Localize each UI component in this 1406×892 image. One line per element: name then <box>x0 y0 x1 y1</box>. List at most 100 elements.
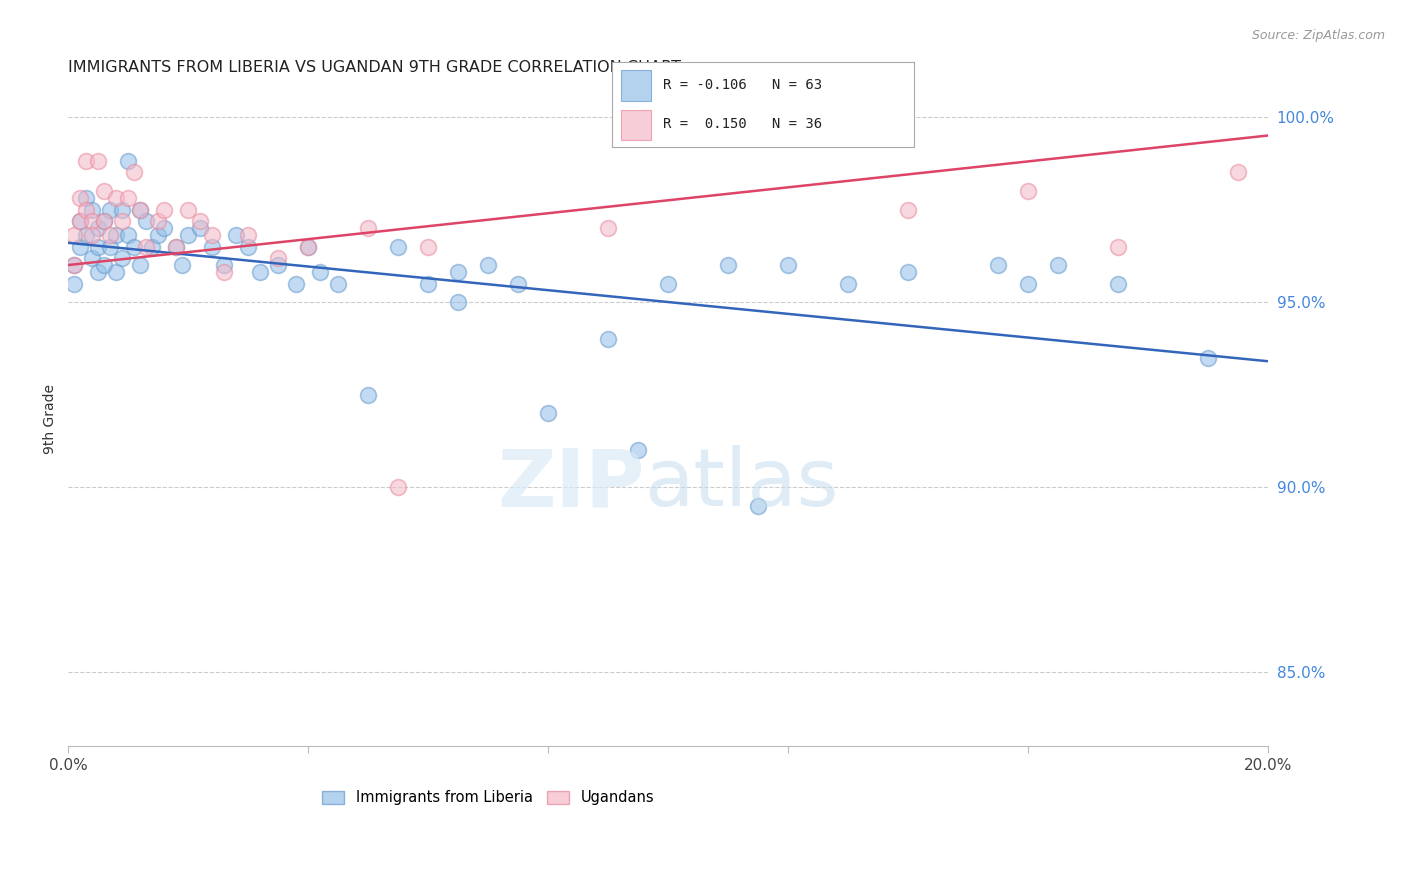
Point <box>111 213 134 227</box>
Point <box>111 251 134 265</box>
Text: atlas: atlas <box>644 445 839 524</box>
Point <box>135 213 157 227</box>
Point <box>357 387 380 401</box>
Text: Source: ZipAtlas.com: Source: ZipAtlas.com <box>1251 29 1385 42</box>
Point <box>75 228 97 243</box>
Point <box>897 265 920 279</box>
Point <box>98 228 121 243</box>
Point <box>141 239 163 253</box>
Point <box>87 239 110 253</box>
Point <box>212 265 235 279</box>
Point <box>598 221 620 235</box>
Point <box>148 213 170 227</box>
Point <box>129 258 152 272</box>
Point <box>1047 258 1070 272</box>
Point <box>1197 351 1219 365</box>
Point <box>122 239 145 253</box>
Point <box>309 265 332 279</box>
Point <box>75 202 97 217</box>
Point <box>165 239 187 253</box>
Point <box>987 258 1010 272</box>
Point <box>201 239 224 253</box>
Text: ZIP: ZIP <box>498 445 644 524</box>
Point <box>135 239 157 253</box>
Point <box>249 265 271 279</box>
Point <box>63 258 86 272</box>
Point <box>63 277 86 291</box>
Point <box>328 277 350 291</box>
Point <box>177 228 200 243</box>
Point <box>357 221 380 235</box>
Point <box>418 239 440 253</box>
Point <box>201 228 224 243</box>
Bar <box>620 110 651 140</box>
Point <box>75 191 97 205</box>
Point <box>188 213 211 227</box>
Point <box>212 258 235 272</box>
Point <box>93 213 115 227</box>
Point <box>598 332 620 346</box>
Point <box>297 239 319 253</box>
Text: R = -0.106   N = 63: R = -0.106 N = 63 <box>664 78 823 92</box>
Point <box>387 480 409 494</box>
Point <box>82 213 104 227</box>
Point <box>87 221 110 235</box>
Point <box>105 228 128 243</box>
Point <box>1017 184 1039 198</box>
Point <box>87 265 110 279</box>
Point <box>93 213 115 227</box>
Point <box>177 202 200 217</box>
Point <box>447 265 470 279</box>
Point <box>897 202 920 217</box>
Point <box>285 277 308 291</box>
Point <box>188 221 211 235</box>
Point <box>148 228 170 243</box>
Point <box>93 258 115 272</box>
Point <box>75 154 97 169</box>
Point <box>267 258 290 272</box>
Point <box>87 154 110 169</box>
Bar <box>620 70 651 101</box>
Point <box>153 221 176 235</box>
Point <box>82 202 104 217</box>
Point <box>129 202 152 217</box>
Point <box>93 184 115 198</box>
Point <box>537 406 560 420</box>
Point <box>105 191 128 205</box>
Text: R =  0.150   N = 36: R = 0.150 N = 36 <box>664 118 823 131</box>
Point <box>418 277 440 291</box>
Point <box>1227 165 1250 179</box>
Point <box>153 202 176 217</box>
Point <box>117 154 139 169</box>
Point <box>105 265 128 279</box>
Text: IMMIGRANTS FROM LIBERIA VS UGANDAN 9TH GRADE CORRELATION CHART: IMMIGRANTS FROM LIBERIA VS UGANDAN 9TH G… <box>69 60 682 75</box>
Point <box>225 228 247 243</box>
Point <box>297 239 319 253</box>
Point <box>82 251 104 265</box>
Point <box>837 277 859 291</box>
Point <box>98 239 121 253</box>
Point <box>98 202 121 217</box>
Point <box>122 165 145 179</box>
Point <box>387 239 409 253</box>
Point <box>63 228 86 243</box>
Point <box>129 202 152 217</box>
Point <box>69 239 91 253</box>
Point <box>69 213 91 227</box>
Point <box>508 277 530 291</box>
Point <box>63 258 86 272</box>
Legend: Immigrants from Liberia, Ugandans: Immigrants from Liberia, Ugandans <box>316 784 661 811</box>
Point <box>747 499 769 513</box>
Point <box>238 239 260 253</box>
Point <box>1017 277 1039 291</box>
Point <box>267 251 290 265</box>
Point <box>657 277 679 291</box>
Point <box>82 228 104 243</box>
Point <box>627 443 650 458</box>
Point <box>117 228 139 243</box>
Point <box>447 295 470 310</box>
Point <box>477 258 499 272</box>
Point <box>238 228 260 243</box>
Point <box>111 202 134 217</box>
Point <box>778 258 800 272</box>
